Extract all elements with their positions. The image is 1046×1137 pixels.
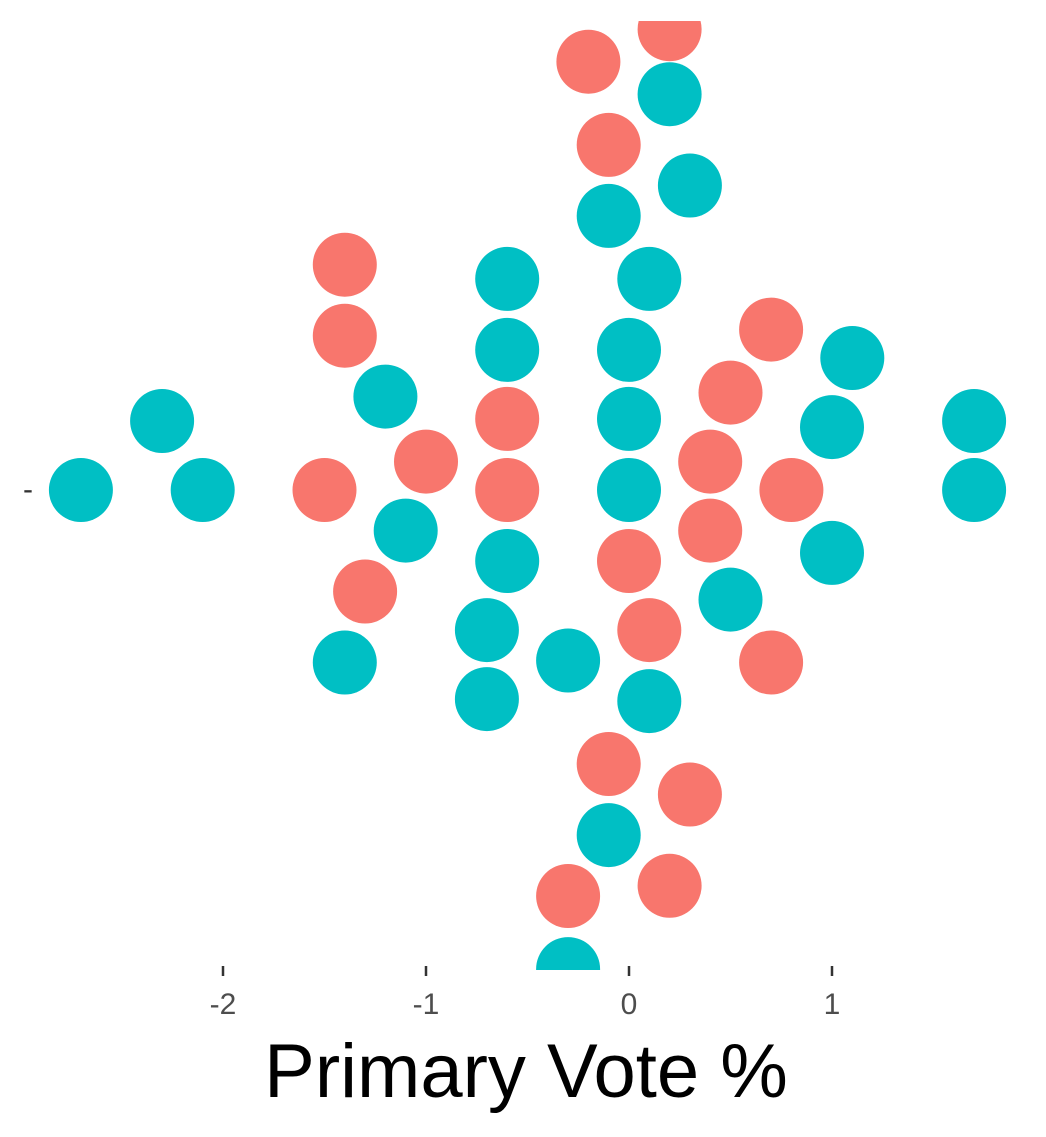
data-point-teal-2 — [130, 389, 195, 453]
data-point-teal-1 — [48, 458, 113, 522]
data-point-teal-14 — [475, 246, 540, 311]
data-point-teal-15 — [475, 317, 540, 382]
data-point-red-32 — [617, 598, 682, 663]
data-point-red-22 — [556, 29, 621, 94]
data-point-red-16 — [475, 386, 540, 451]
data-point-red-45 — [759, 458, 824, 522]
data-point-teal-9 — [353, 364, 418, 429]
data-points — [48, 21, 1007, 970]
data-point-red-44 — [739, 630, 804, 695]
data-point-teal-7 — [312, 630, 377, 695]
data-point-teal-35 — [637, 62, 702, 127]
data-point-teal-28 — [597, 386, 661, 451]
data-point-red-20 — [536, 864, 601, 928]
data-point-red-38 — [657, 762, 722, 827]
data-point-red-43 — [739, 297, 804, 362]
y-tick-label: - — [23, 473, 33, 506]
data-point-teal-49 — [942, 389, 1007, 453]
data-point-teal-48 — [820, 326, 885, 390]
x-axis-title: Primary Vote % — [264, 1029, 788, 1114]
x-tick-label: 0 — [621, 988, 638, 1021]
data-point-teal-13 — [454, 667, 519, 732]
data-point-teal-47 — [800, 520, 864, 585]
x-tick-label: 1 — [824, 988, 841, 1021]
x-tick-label: -1 — [413, 988, 440, 1021]
data-point-red-11 — [394, 429, 458, 494]
data-point-red-39 — [678, 429, 743, 494]
data-point-red-8 — [333, 559, 398, 624]
data-point-red-25 — [576, 732, 641, 796]
data-point-red-17 — [475, 458, 540, 522]
data-point-red-36 — [637, 853, 702, 918]
data-point-teal-18 — [475, 529, 540, 593]
data-point-red-34 — [637, 21, 702, 62]
data-point-teal-37 — [657, 153, 722, 218]
x-axis: -2 -1 0 1 — [210, 966, 841, 1021]
data-point-red-4 — [292, 458, 357, 522]
data-point-teal-10 — [373, 498, 438, 563]
data-point-teal-3 — [170, 458, 235, 522]
data-point-teal-31 — [617, 246, 682, 311]
data-point-teal-19 — [536, 628, 601, 693]
data-point-teal-26 — [576, 803, 641, 868]
data-point-teal-29 — [597, 458, 661, 522]
data-point-red-23 — [576, 112, 641, 177]
data-point-teal-27 — [597, 317, 661, 382]
data-point-red-40 — [678, 498, 743, 563]
data-point-teal-24 — [576, 183, 641, 248]
data-point-teal-33 — [617, 669, 682, 734]
x-tick-label: -2 — [210, 988, 237, 1021]
data-point-red-6 — [312, 303, 377, 368]
data-point-red-5 — [312, 232, 377, 297]
data-point-teal-12 — [454, 598, 519, 663]
data-point-teal-42 — [698, 567, 763, 632]
data-point-red-41 — [698, 360, 763, 425]
data-point-teal-46 — [800, 395, 864, 460]
data-point-red-30 — [597, 529, 661, 593]
y-axis: - — [23, 473, 33, 506]
data-point-teal-21 — [536, 937, 601, 970]
data-point-teal-50 — [942, 458, 1007, 522]
